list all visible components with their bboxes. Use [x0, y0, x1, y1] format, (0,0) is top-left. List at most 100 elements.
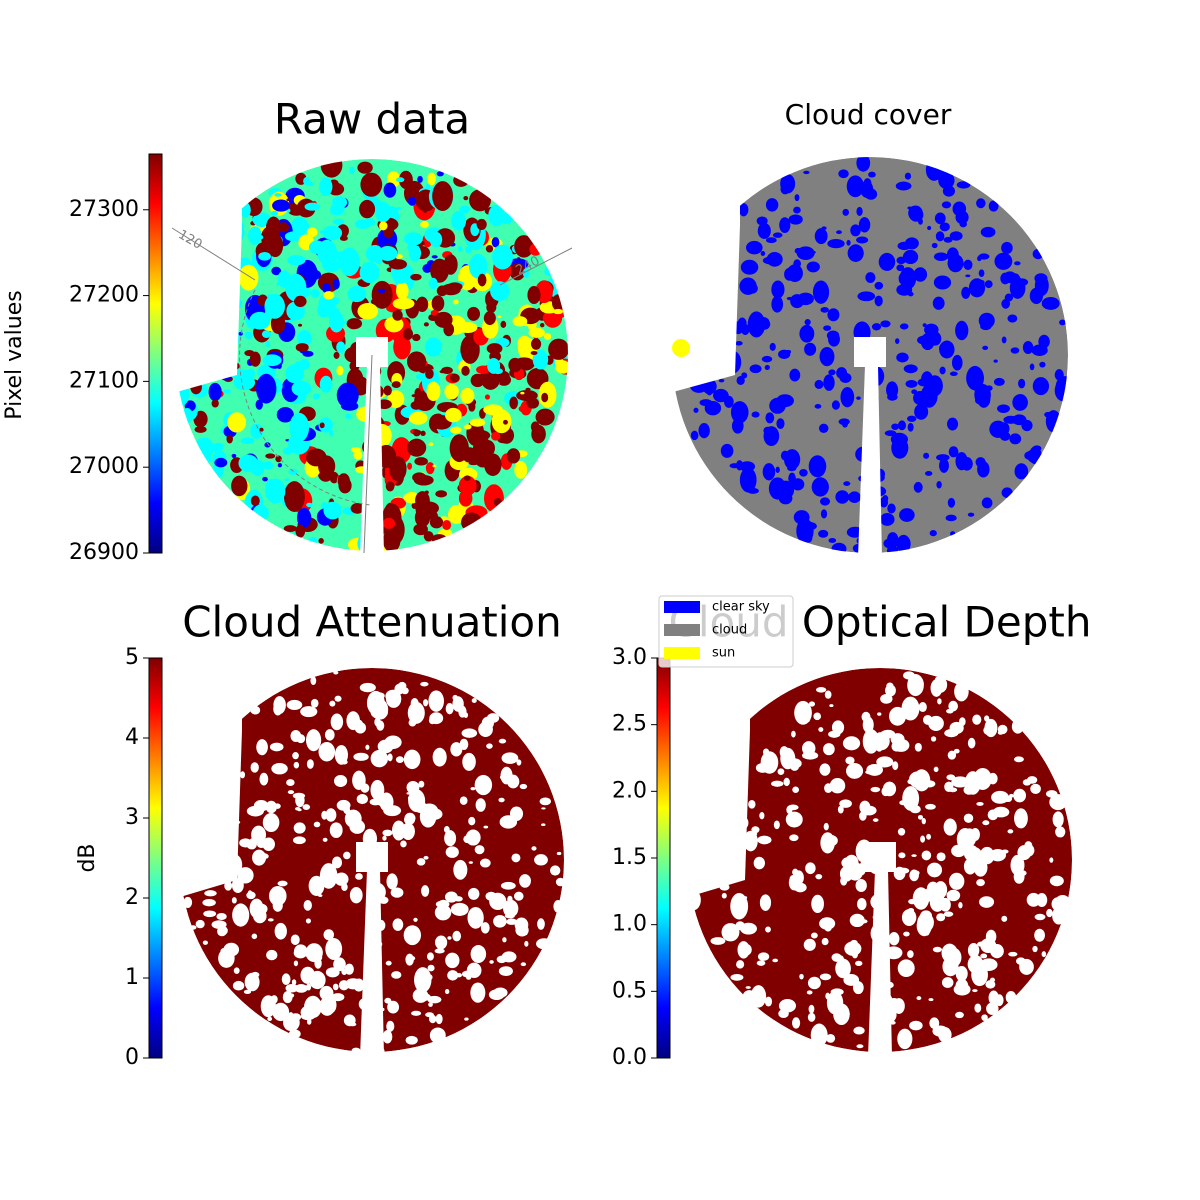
texture	[380, 1007, 385, 1012]
texture	[391, 820, 406, 841]
texture	[804, 342, 817, 356]
texture	[685, 889, 701, 911]
texture	[925, 803, 936, 810]
texture	[423, 699, 429, 707]
texture	[409, 956, 416, 961]
texture	[323, 501, 342, 520]
texture	[980, 322, 992, 331]
texture	[934, 212, 946, 225]
texture	[1009, 433, 1022, 445]
texture	[967, 737, 976, 749]
texture	[370, 779, 385, 801]
texture	[378, 863, 387, 870]
texture	[479, 858, 491, 868]
texture	[432, 181, 454, 211]
texture	[896, 256, 906, 265]
texture	[830, 988, 844, 996]
texture	[408, 411, 428, 425]
texture	[449, 373, 460, 383]
texture	[447, 505, 465, 524]
texture	[976, 878, 985, 887]
texture	[736, 375, 745, 385]
texture	[286, 779, 295, 787]
texture	[823, 822, 829, 831]
texture	[269, 742, 284, 752]
texture	[453, 173, 469, 187]
texture	[276, 282, 282, 286]
texture	[765, 926, 771, 933]
texture	[363, 539, 380, 558]
texture	[895, 338, 900, 344]
texture	[1041, 297, 1060, 310]
texture	[981, 1014, 988, 1021]
texture	[385, 960, 392, 966]
texture	[195, 777, 209, 790]
texture	[951, 354, 963, 371]
texture	[736, 960, 745, 969]
texture	[751, 832, 758, 836]
texture	[525, 387, 531, 391]
texture	[379, 221, 388, 231]
texture	[364, 456, 380, 465]
texture	[704, 763, 718, 779]
texture	[345, 978, 362, 990]
texture	[423, 322, 429, 327]
texture	[514, 235, 534, 258]
texture	[873, 863, 885, 872]
texture	[828, 369, 836, 376]
texture	[431, 534, 447, 544]
texture	[793, 206, 801, 214]
texture	[821, 226, 827, 231]
texture	[859, 811, 867, 821]
texture	[250, 762, 259, 773]
texture	[828, 730, 841, 738]
texture	[310, 698, 319, 708]
texture	[504, 913, 515, 919]
texture	[529, 243, 542, 256]
texture	[872, 935, 890, 952]
texture	[219, 787, 234, 795]
texture	[485, 244, 494, 253]
texture	[930, 736, 937, 742]
texture	[1032, 945, 1038, 953]
texture	[757, 952, 770, 961]
texture	[359, 682, 376, 693]
texture	[407, 462, 413, 470]
texture	[410, 698, 419, 709]
texture	[860, 519, 869, 528]
texture	[255, 399, 263, 410]
panel-title: Raw data	[274, 95, 470, 144]
texture	[724, 350, 742, 374]
texture	[318, 742, 336, 762]
texture	[346, 318, 363, 330]
texture	[357, 161, 373, 174]
texture	[556, 851, 562, 856]
texture	[305, 918, 311, 924]
texture	[803, 170, 810, 175]
texture	[298, 359, 310, 370]
texture	[961, 286, 971, 299]
tick-label: 27000	[69, 454, 139, 479]
texture	[760, 251, 766, 257]
texture	[847, 862, 864, 881]
texture	[319, 375, 333, 393]
texture	[943, 236, 953, 243]
texture	[846, 526, 864, 538]
texture	[769, 342, 776, 351]
texture	[493, 368, 503, 375]
texture	[811, 894, 824, 914]
texture	[428, 1002, 433, 1007]
texture	[909, 1020, 923, 1031]
texture	[520, 962, 527, 967]
texture	[990, 943, 1004, 959]
texture	[251, 825, 267, 844]
texture	[420, 300, 429, 310]
texture	[982, 820, 990, 826]
texture	[955, 965, 968, 982]
texture	[382, 829, 393, 837]
texture	[941, 201, 952, 209]
texture	[383, 805, 402, 817]
texture	[917, 378, 932, 387]
texture	[783, 777, 790, 787]
texture	[419, 805, 437, 828]
